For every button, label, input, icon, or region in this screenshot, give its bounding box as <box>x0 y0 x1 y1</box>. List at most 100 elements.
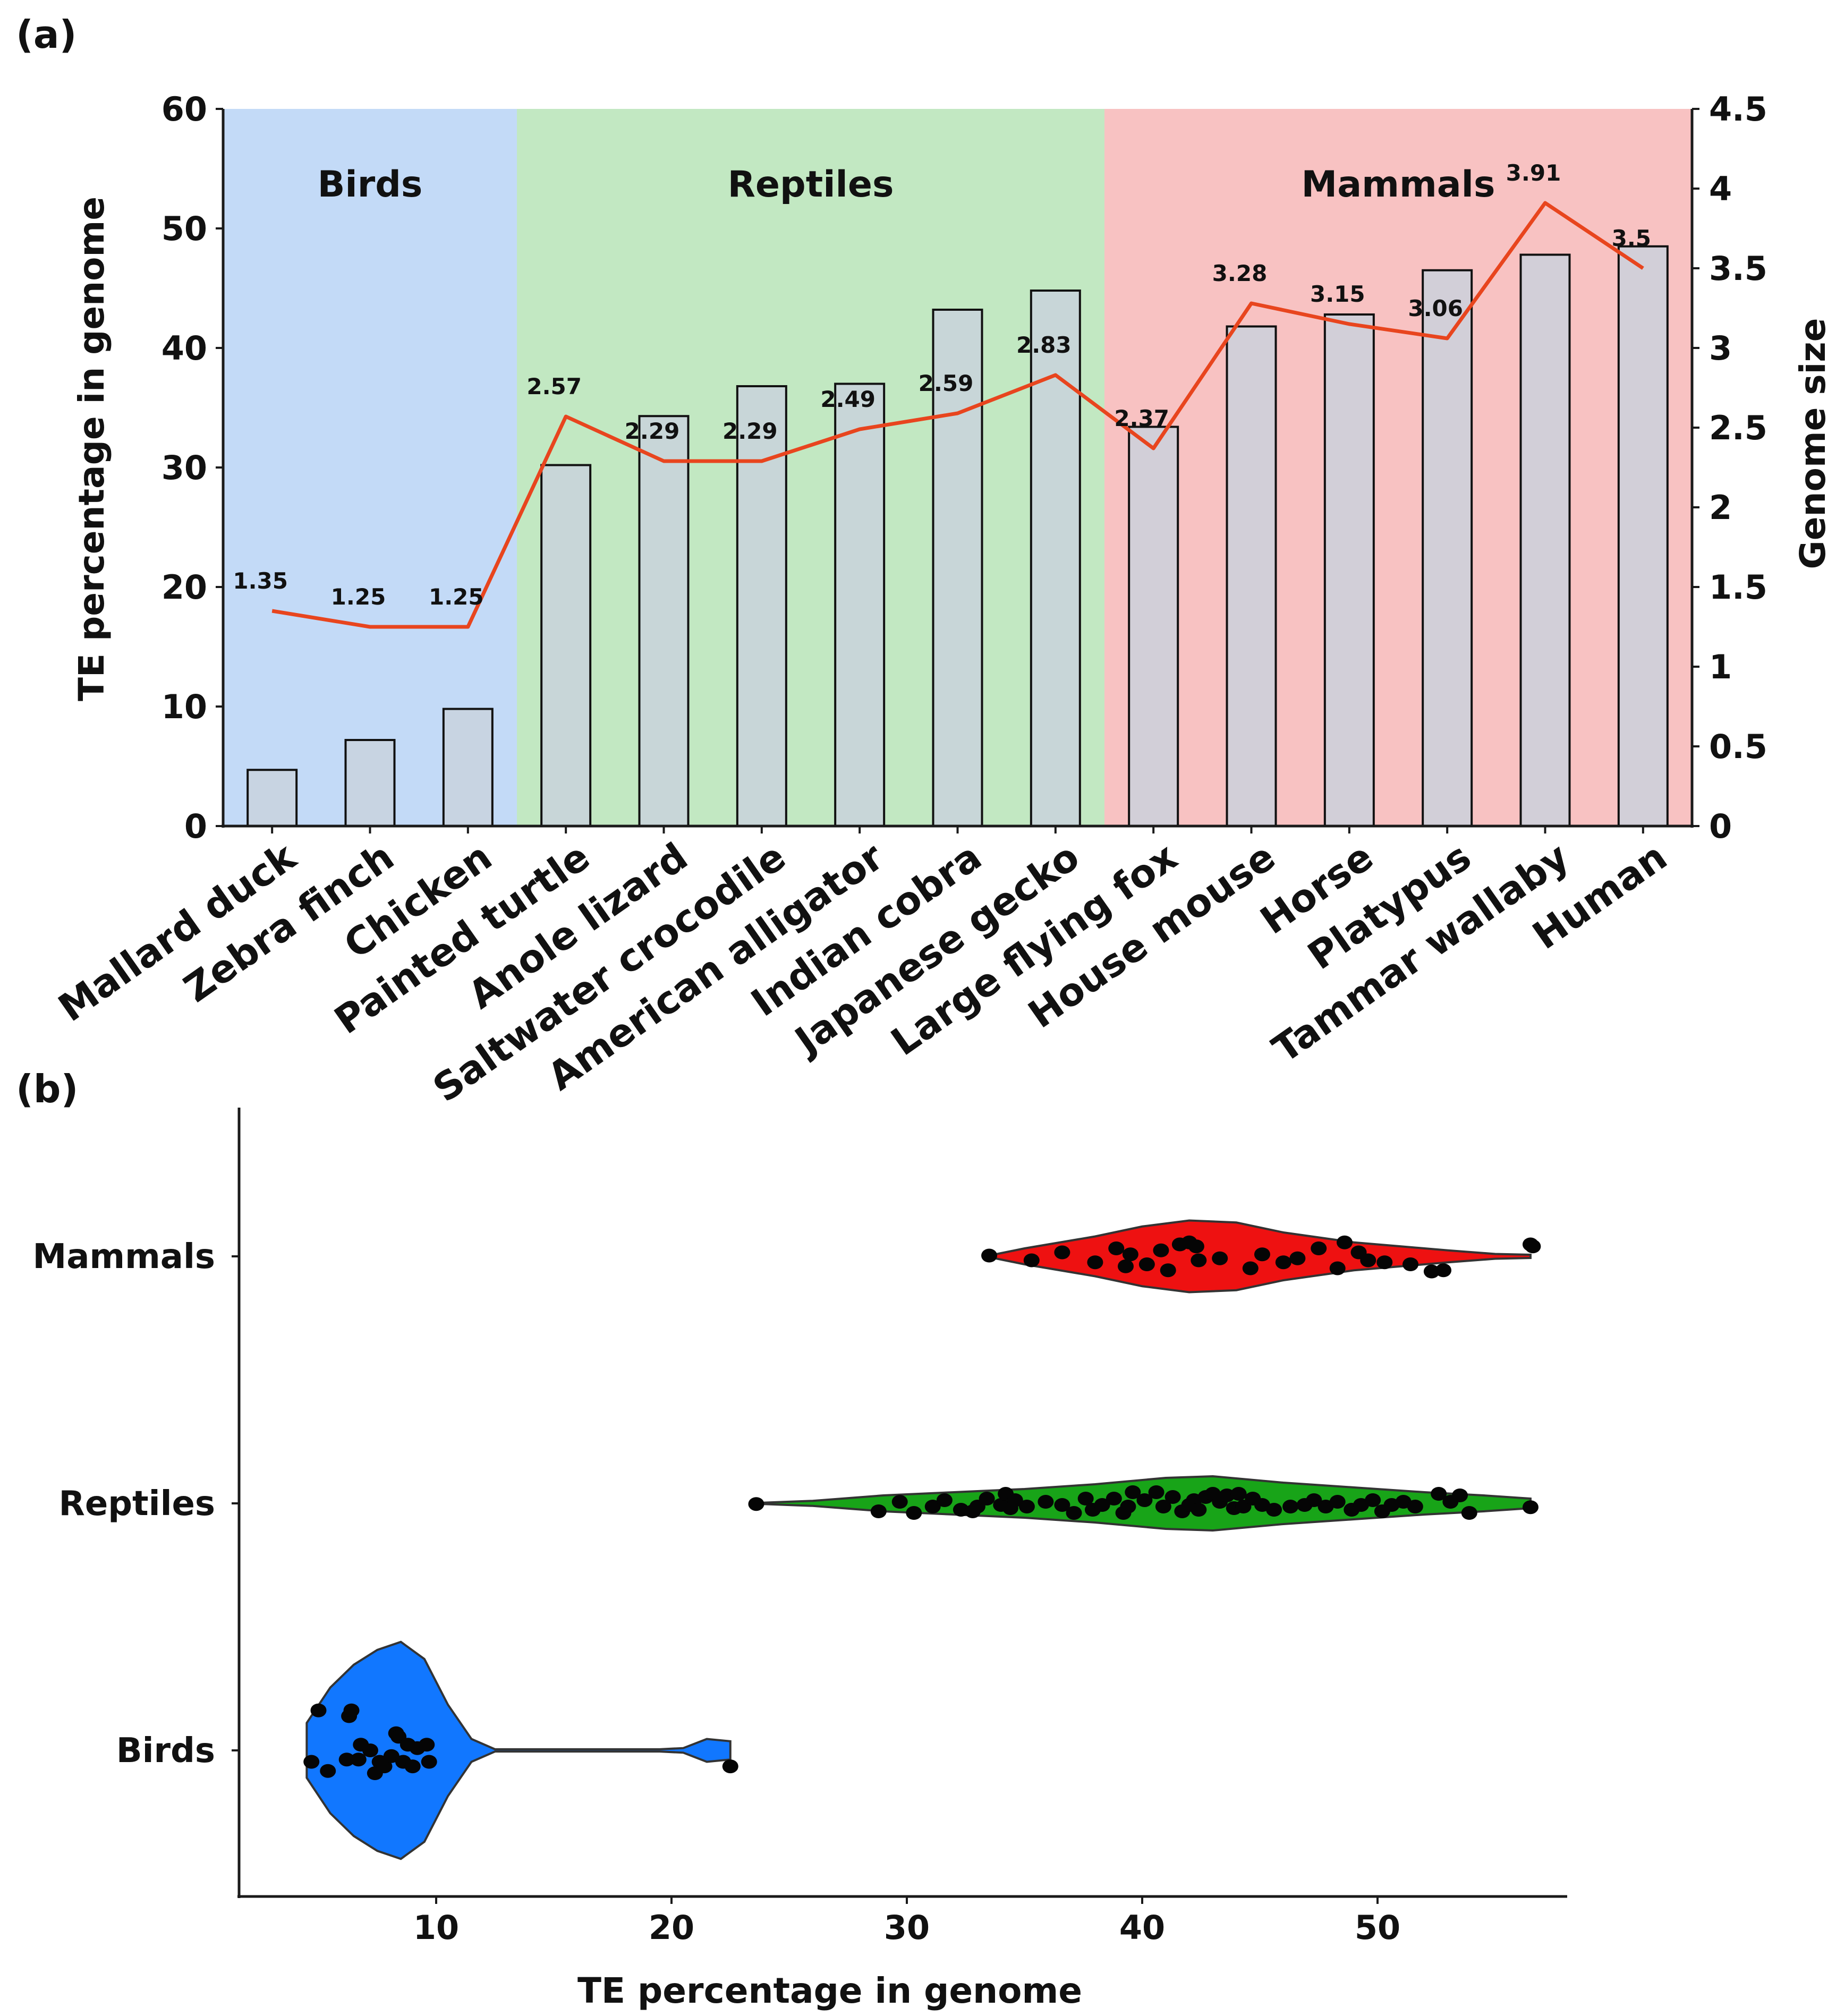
y2-tick-label: 2 <box>1709 488 1732 527</box>
point-reptiles <box>870 1504 887 1518</box>
y-tick-label: 50 <box>162 209 207 248</box>
point-mammals <box>1153 1243 1169 1257</box>
genome-size-value: 2.83 <box>1016 332 1072 358</box>
point-mammals <box>1275 1255 1291 1270</box>
genome-size-labels: 1.35 1.25 1.25 2.57 2.29 2.29 2.49 2.59 2.83 2.37… <box>233 160 1651 610</box>
genome-size-value: 2.59 <box>919 370 974 396</box>
point-mammals <box>1402 1257 1419 1271</box>
point-reptiles <box>1155 1500 1171 1513</box>
point-mammals <box>1311 1241 1327 1255</box>
point-birds <box>376 1759 393 1774</box>
point-reptiles <box>924 1500 941 1513</box>
point-reptiles <box>1038 1495 1054 1509</box>
point-mammals <box>1108 1241 1125 1255</box>
violin-x-tick-label: 10 <box>413 1908 459 1947</box>
point-reptiles <box>1219 1488 1235 1502</box>
point-reptiles <box>1230 1487 1247 1501</box>
panel-a-label: (a) <box>16 12 76 57</box>
point-mammals <box>1435 1263 1452 1278</box>
point-mammals <box>1054 1245 1070 1260</box>
group-bands: Birds Reptiles Mammals <box>223 109 1692 826</box>
genome-size-value: 3.5 <box>1612 225 1651 251</box>
point-mammals <box>1188 1239 1204 1254</box>
point-birds <box>303 1755 320 1769</box>
genome-size-value: 1.35 <box>233 568 288 594</box>
point-reptiles <box>979 1492 995 1505</box>
point-birds <box>722 1759 738 1774</box>
violin-y-tick-label: Reptiles <box>59 1484 215 1524</box>
y-tick-label: 10 <box>162 687 207 726</box>
bar-3 <box>540 464 592 827</box>
point-reptiles <box>1120 1500 1136 1513</box>
point-mammals <box>1242 1261 1259 1275</box>
group-band-mammals <box>1104 109 1692 826</box>
point-reptiles <box>1136 1493 1153 1507</box>
point-reptiles <box>1282 1500 1299 1513</box>
point-reptiles <box>748 1497 764 1511</box>
point-reptiles <box>906 1506 922 1520</box>
violin-y-tick-label: Birds <box>116 1731 215 1771</box>
y-tick-label: 20 <box>162 568 207 607</box>
genome-size-value: 3.06 <box>1408 295 1463 321</box>
point-reptiles <box>1106 1492 1122 1505</box>
bar-11 <box>1323 313 1375 827</box>
point-mammals <box>1254 1247 1270 1262</box>
point-reptiles <box>1306 1493 1322 1507</box>
y2-tick-label: 1.5 <box>1709 568 1767 607</box>
point-reptiles <box>1018 1500 1035 1513</box>
point-mammals <box>1117 1259 1134 1273</box>
point-birds <box>362 1743 378 1757</box>
genome-size-value: 2.29 <box>722 418 778 444</box>
y2-axis-label: Genome size <box>1792 318 1833 569</box>
point-mammals <box>1023 1253 1040 1268</box>
y-tick-label: 0 <box>184 807 207 846</box>
point-mammals <box>1191 1253 1207 1268</box>
point-birds <box>419 1738 435 1752</box>
point-birds <box>320 1764 336 1778</box>
panel-b-label: (b) <box>16 1067 78 1111</box>
bar-4 <box>638 415 690 827</box>
point-mammals <box>1360 1253 1376 1268</box>
genome-size-value: 1.25 <box>331 584 386 610</box>
point-birds <box>383 1749 400 1763</box>
violin-y-tick-label: Mammals <box>33 1237 215 1277</box>
bar-9 <box>1128 426 1179 827</box>
point-mammals <box>1122 1247 1138 1262</box>
bar-5 <box>736 385 787 827</box>
violin-points <box>303 1235 1541 1780</box>
point-reptiles <box>953 1503 969 1517</box>
point-mammals <box>1376 1255 1393 1270</box>
bar-0 <box>246 769 298 827</box>
point-reptiles <box>1431 1487 1447 1501</box>
panel-b-axes: Birds Reptiles Mammals 10 20 30 40 50 <box>33 1108 1567 1947</box>
genome-size-value: 2.57 <box>526 373 582 399</box>
group-label-mammals: Mammals <box>1302 164 1495 206</box>
bar-12 <box>1422 269 1473 827</box>
x-axis-label: TE percentage in genome <box>577 1970 1082 2011</box>
point-birds <box>350 1753 367 1767</box>
group-band-reptiles <box>517 109 1104 826</box>
point-mammals <box>1336 1235 1353 1249</box>
genome-size-value: 2.49 <box>820 386 876 412</box>
y2-tick-label: 4.5 <box>1709 90 1767 129</box>
bar-1 <box>344 739 396 827</box>
point-reptiles <box>891 1495 908 1509</box>
group-band-birds <box>223 109 517 826</box>
point-birds <box>343 1703 360 1717</box>
panel-b-violin-chart: (b) Birds Reptiles Mammals 10 20 30 40 50 TE pe… <box>16 1067 1567 2011</box>
point-reptiles <box>936 1493 953 1507</box>
violin-x-tick-label: 40 <box>1119 1908 1165 1947</box>
point-mammals <box>981 1248 998 1263</box>
point-mammals <box>1525 1239 1541 1254</box>
genome-size-polyline <box>271 201 1644 629</box>
bar-8 <box>1030 290 1081 827</box>
point-reptiles <box>1066 1506 1082 1520</box>
panel-a-bar-line-chart: (a) Birds Reptiles Mammals 1.35 1.25 1.25 2.5… <box>16 12 1833 1111</box>
point-mammals <box>1160 1263 1176 1278</box>
genome-size-value: 3.91 <box>1506 160 1561 186</box>
y2-tick-label: 3 <box>1709 329 1732 368</box>
point-reptiles <box>1522 1500 1538 1515</box>
genome-size-line <box>271 201 1644 629</box>
genome-size-value: 2.29 <box>625 418 680 444</box>
